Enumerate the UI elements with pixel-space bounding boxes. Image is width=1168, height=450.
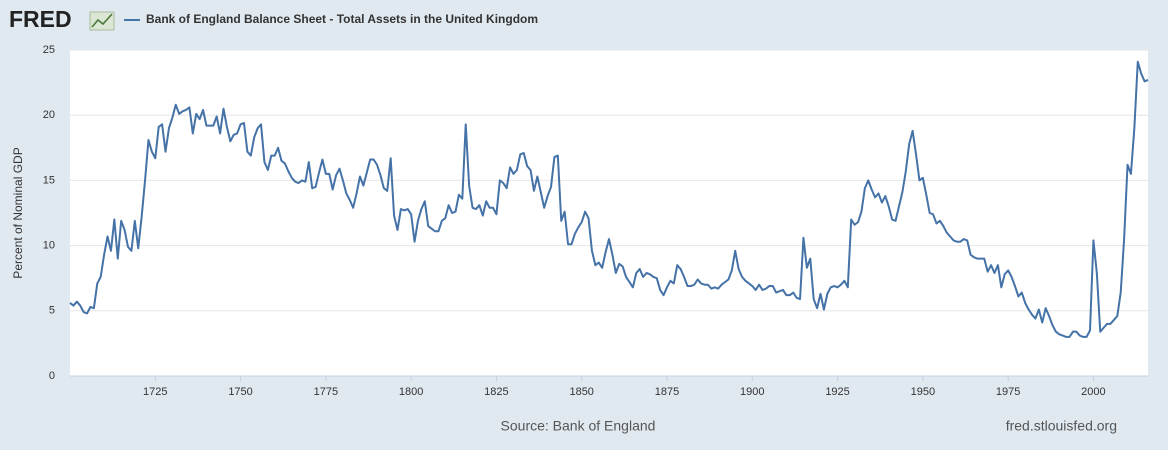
legend-label: Bank of England Balance Sheet - Total As…: [146, 12, 538, 26]
x-tick-label: 1750: [228, 386, 252, 398]
plot-area: [70, 50, 1148, 376]
y-tick-label: 5: [49, 305, 55, 317]
y-tick-label: 15: [43, 174, 55, 186]
logo: FRED: [9, 6, 72, 32]
y-tick-label: 10: [43, 240, 55, 252]
x-tick-label: 1950: [911, 386, 935, 398]
x-tick-label: 1850: [569, 386, 593, 398]
series-line: [69, 60, 1149, 338]
x-tick-label: 1800: [399, 386, 423, 398]
source: Source: Bank of England: [501, 418, 656, 434]
x-tick-label: 1900: [740, 386, 764, 398]
x-tick-label: 1825: [484, 386, 508, 398]
x-tick-label: 2000: [1081, 386, 1105, 398]
logo-icon: [89, 11, 115, 31]
x-tick-label: 1775: [314, 386, 338, 398]
y-tick-label: 0: [49, 370, 55, 382]
x-tick-label: 1925: [825, 386, 849, 398]
credit: fred.stlouisfed.org: [1006, 418, 1117, 434]
y-tick-label: 25: [43, 44, 55, 56]
y-axis-label: Percent of Nominal GDP: [11, 147, 25, 278]
x-tick-label: 1725: [143, 386, 167, 398]
x-tick-label: 1875: [655, 386, 679, 398]
x-tick-label: 1975: [996, 386, 1020, 398]
y-tick-label: 20: [43, 109, 55, 121]
